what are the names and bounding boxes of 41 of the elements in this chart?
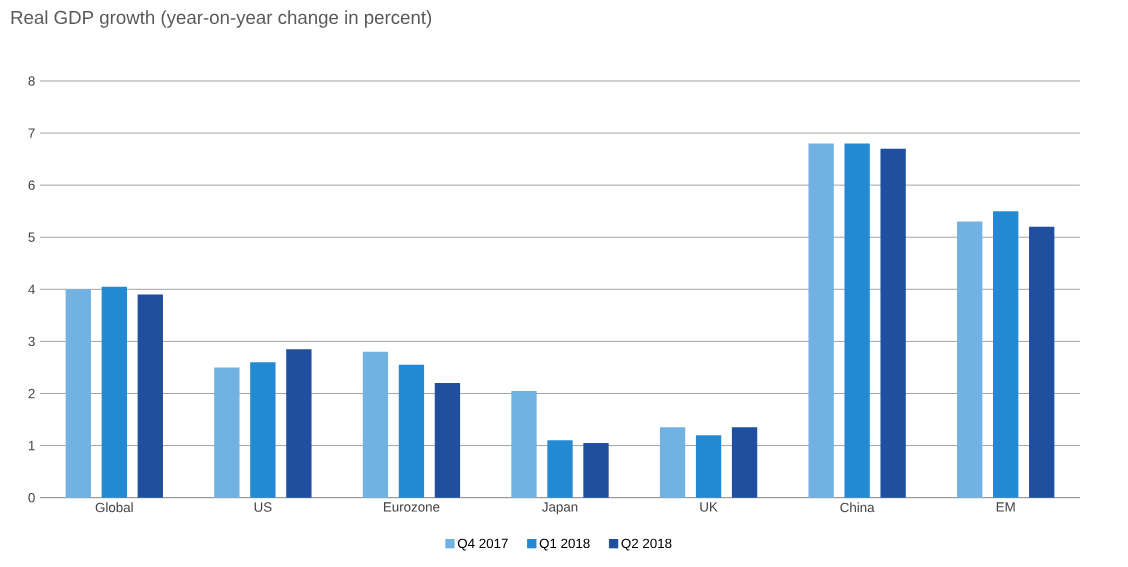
y-tick-label: 7 xyxy=(28,128,35,138)
bar xyxy=(993,211,1019,498)
bar xyxy=(659,427,686,498)
bar xyxy=(844,143,870,498)
bar xyxy=(731,427,758,498)
y-tick-label: 0 xyxy=(28,492,35,503)
chart-title: Real GDP growth (year-on-year change in percent) xyxy=(11,10,432,28)
bar xyxy=(362,351,389,498)
bar xyxy=(957,221,983,498)
legend-label: Q2 2018 xyxy=(621,538,672,551)
bar xyxy=(250,362,276,498)
y-tick-label: 2 xyxy=(28,388,35,399)
bar xyxy=(880,148,906,498)
x-tick-label: Japan xyxy=(542,502,578,515)
bar xyxy=(511,390,537,498)
y-tick-label: 8 xyxy=(28,76,35,86)
bar xyxy=(695,435,722,498)
bar xyxy=(808,143,834,498)
y-tick-label: 5 xyxy=(28,232,35,242)
y-tick-label: 1 xyxy=(28,440,35,451)
legend-label: Q4 2017 xyxy=(457,538,508,551)
x-tick-label: China xyxy=(840,502,875,513)
bar xyxy=(547,440,573,498)
bar xyxy=(65,289,91,498)
bar xyxy=(137,294,163,498)
y-tick-label: 3 xyxy=(28,336,35,347)
x-tick-label: EM xyxy=(996,502,1015,512)
bar xyxy=(434,383,461,498)
bar xyxy=(398,364,425,498)
legend-label: Q1 2018 xyxy=(539,538,590,551)
x-tick-label: Eurozone xyxy=(383,502,440,512)
x-tick-label: UK xyxy=(700,502,718,512)
x-tick-label: US xyxy=(254,502,272,512)
x-tick-label: Global xyxy=(95,502,133,513)
bar xyxy=(214,367,240,498)
bar xyxy=(101,286,127,498)
y-tick-label: 6 xyxy=(28,180,35,190)
bar xyxy=(583,442,609,498)
bar xyxy=(286,349,312,498)
y-tick-label: 4 xyxy=(28,284,35,294)
bar xyxy=(1029,226,1055,498)
